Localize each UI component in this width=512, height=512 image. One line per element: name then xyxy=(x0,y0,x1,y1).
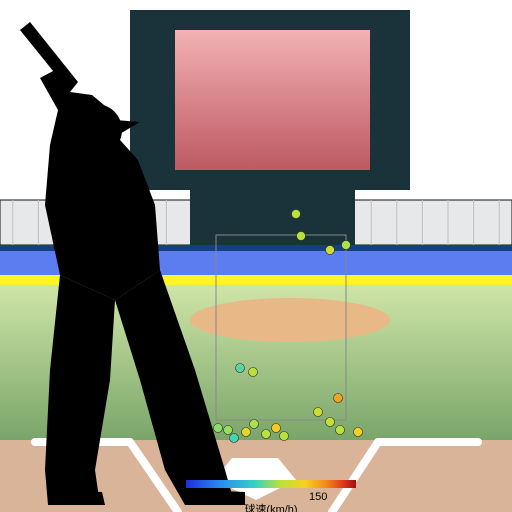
colorbar-label: 球速(km/h) xyxy=(244,502,297,512)
pitch-marker xyxy=(342,241,351,250)
colorbar-tick: 150 xyxy=(309,491,327,503)
batter-back-foot xyxy=(48,490,105,505)
pitch-marker xyxy=(297,232,306,241)
pitch-marker xyxy=(236,364,245,373)
pitch-marker xyxy=(280,432,289,441)
pitch-location-chart: 100 150 球速(km/h) xyxy=(0,0,512,512)
pitch-marker xyxy=(326,246,335,255)
scoreboard-screen xyxy=(175,30,370,170)
scoreboard-support xyxy=(190,190,355,245)
pitch-marker xyxy=(230,434,239,443)
colorbar-tick: 100 xyxy=(215,491,233,503)
pitch-marker xyxy=(354,428,363,437)
pitch-marker xyxy=(262,430,271,439)
colorbar xyxy=(186,480,356,488)
pitch-marker xyxy=(336,426,345,435)
pitch-marker xyxy=(250,420,259,429)
mound xyxy=(190,298,390,342)
pitch-marker xyxy=(272,424,281,433)
pitch-marker xyxy=(292,210,301,219)
pitch-marker xyxy=(314,408,323,417)
pitch-marker xyxy=(249,368,258,377)
pitch-marker xyxy=(224,426,233,435)
pitch-marker xyxy=(214,424,223,433)
pitch-marker xyxy=(242,428,251,437)
pitch-marker xyxy=(334,394,343,403)
pitch-marker xyxy=(326,418,335,427)
